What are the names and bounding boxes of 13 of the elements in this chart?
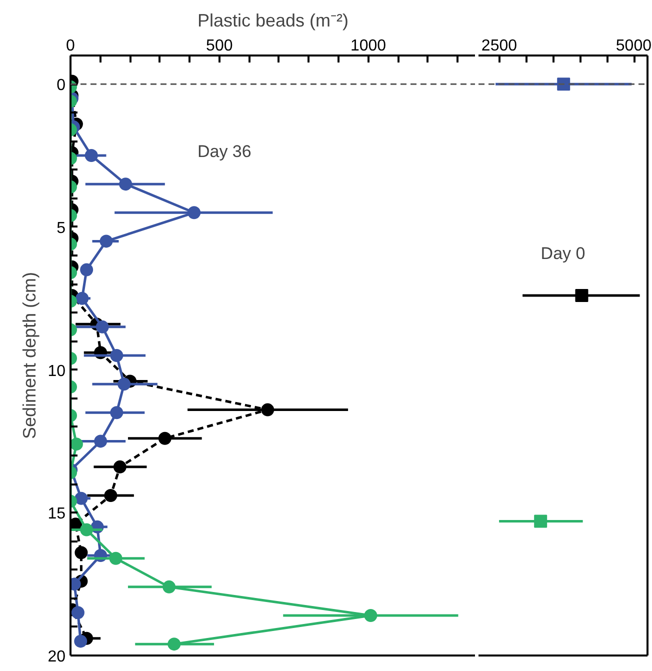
- x-axis-title: Plastic beads (m⁻²): [197, 10, 349, 30]
- annotation: Day 36: [197, 142, 252, 161]
- y-tick-label: 10: [48, 362, 66, 380]
- annotation: Day 0: [540, 244, 586, 263]
- y-axis-title: Sediment depth (cm): [20, 272, 40, 440]
- y-tick-label: 0: [56, 77, 66, 94]
- x-tick-label: 2500: [481, 38, 518, 54]
- x-tick-label: 5000: [616, 38, 652, 54]
- y-tick-label: 5: [56, 220, 66, 237]
- y-tick-label: 20: [48, 648, 66, 666]
- x-tick-label: 1000: [350, 38, 386, 54]
- y-tick-label: 15: [48, 506, 66, 523]
- x-tick-label: 500: [206, 38, 233, 54]
